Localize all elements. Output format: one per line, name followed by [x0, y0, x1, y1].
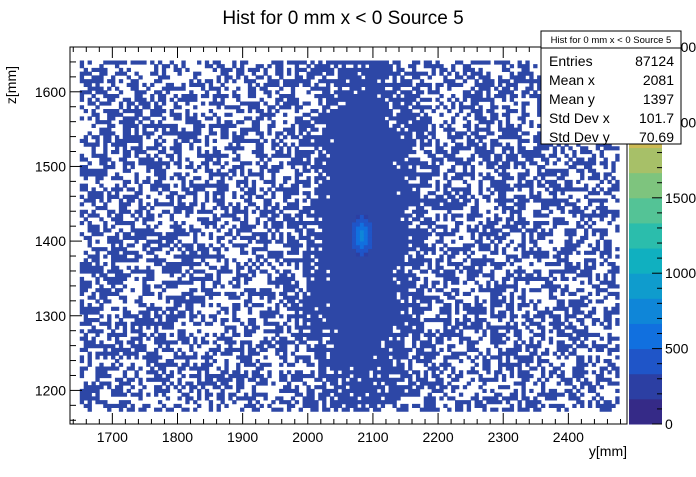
colorbar-tick-label: 500: [665, 341, 689, 357]
histogram-hotspot-bin: [363, 252, 369, 257]
histogram-hotspot-bin: [367, 233, 373, 238]
colorbar-segment: [629, 248, 662, 274]
colorbar-tick-label: 1000: [665, 265, 696, 281]
histogram-hotspot-bin: [363, 214, 369, 220]
colorbar-segment: [629, 348, 662, 375]
histogram-hotspot-bin: [359, 233, 365, 238]
histogram-hotspot-bin: [367, 244, 373, 249]
histogram-hotspot-bin: [367, 222, 373, 227]
y-axis-tick-label: 1300: [35, 308, 66, 324]
x-axis-tick-label: 2100: [357, 429, 388, 445]
plot-axes: 1700 1800 1900 2000 2100 2200 2300 2400 1200 1300…: [35, 46, 628, 445]
histogram-hotspot-bin: [367, 237, 373, 242]
y-axis-tick-label: 1200: [35, 382, 66, 398]
histogram-hotspot-bin: [352, 226, 357, 231]
histogram-hotspot-bin: [359, 229, 365, 235]
stats-row-value: 87124: [635, 53, 674, 69]
colorbar-segment: [629, 172, 662, 199]
x-axis-tick-label: 1800: [162, 429, 193, 445]
histogram-hotspot-bin: [367, 226, 373, 231]
histogram-hotspot-bin: [363, 241, 369, 246]
chart-title: Hist for 0 mm x < 0 Source 5: [222, 8, 463, 29]
stats-row-label: Mean y: [549, 91, 595, 107]
histogram-hotspot-bin: [363, 218, 369, 223]
colorbar-tick-label: 1500: [665, 190, 696, 206]
histogram-hotspot-bin: [355, 248, 361, 253]
x-axis-tick-label: 2400: [553, 429, 584, 445]
histogram-hotspot-bin: [363, 226, 369, 231]
colorbar-segment: [629, 273, 662, 299]
histogram-hotspot-bin: [359, 241, 365, 246]
stats-row-value: 70.69: [639, 129, 674, 145]
y-axis-tick-label: 1600: [35, 84, 66, 100]
histogram-hotspot-bin: [359, 218, 365, 223]
x-axis-tick-label: 1900: [227, 429, 258, 445]
histogram-hotspot-bin: [363, 237, 369, 242]
histogram-hotspot-bin: [359, 226, 365, 231]
histogram-hotspot-bin: [355, 218, 361, 223]
histogram-hotspot-bin: [355, 237, 361, 242]
x-axis-tick-label: 2000: [292, 429, 323, 445]
histogram-hotspot-bin: [352, 237, 357, 242]
colorbar-segment: [629, 222, 662, 249]
stats-row-label: Mean x: [549, 72, 595, 88]
colorbar-segment: [629, 298, 662, 324]
x-axis-tick-label: 1700: [97, 429, 128, 445]
histogram-hotspot-bin: [352, 229, 357, 235]
stats-row-label: Std Dev x: [549, 110, 610, 126]
stats-row-label: Entries: [549, 53, 593, 69]
stats-row-value: 2081: [643, 72, 674, 88]
y-axis-label: z[mm]: [3, 66, 19, 104]
colorbar-segment: [629, 197, 662, 224]
stats-box: Hist for 0 mm x < 0 Source 5 Entries 8712…: [540, 30, 682, 145]
stats-row-label: Std Dev y: [549, 129, 610, 145]
histogram-bins: [79, 60, 620, 412]
stats-row-value: 101.7: [639, 110, 674, 126]
histogram-hotspot-bin: [355, 214, 361, 220]
colorbar-segment: [629, 147, 662, 174]
histogram-hotspot-bin: [359, 237, 365, 242]
histogram-hotspot-bin: [359, 244, 365, 249]
plot-frame: [69, 46, 628, 425]
histogram-hotspot-bin: [352, 222, 357, 227]
histogram-hotspot-bin: [355, 226, 361, 231]
x-axis-tick-label: 2300: [488, 429, 519, 445]
histogram-hotspot-bin: [359, 248, 365, 253]
colorbar-segment: [629, 398, 662, 425]
histogram-hotspot-bin: [359, 252, 365, 257]
histogram-bin-cells: [79, 60, 620, 412]
stats-row-value: 1397: [643, 91, 674, 107]
colorbar-tick-label: 0: [665, 416, 673, 432]
y-axis-tick-label: 1500: [35, 158, 66, 174]
histogram-hotspot-bin: [355, 241, 361, 246]
histogram-hotspot-bin: [359, 214, 365, 220]
histogram-hotspot-bin: [359, 222, 365, 227]
x-axis-tick-label: 2200: [422, 429, 453, 445]
histogram-hotspot-bin: [355, 244, 361, 249]
histogram-hotspot-bin: [363, 222, 369, 227]
histogram-hotspot: [352, 214, 373, 257]
y-axis-tick-label: 1400: [35, 233, 66, 249]
histogram-hotspot-bin: [355, 252, 361, 257]
histogram-hotspot-bin: [352, 244, 357, 249]
histogram-hotspot-bin: [352, 241, 357, 246]
colorbar-segment: [629, 373, 662, 400]
x-axis-label: y[mm]: [589, 443, 627, 459]
histogram-hotspot-bin: [363, 233, 369, 238]
stats-box-frame: [540, 30, 682, 145]
histogram-hotspot-bin: [355, 229, 361, 235]
colorbar-segment: [629, 323, 662, 350]
histogram-hotspot-bin: [352, 233, 357, 238]
stats-box-title: Hist for 0 mm x < 0 Source 5: [551, 35, 672, 46]
histogram-hotspot-bin: [363, 248, 369, 253]
histogram-hotspot-bin: [363, 229, 369, 235]
histogram-hotspot-bin: [355, 222, 361, 227]
histogram-hotspot-bin: [363, 244, 369, 249]
histogram-hotspot-bin: [355, 233, 361, 238]
histogram-hotspot-bin: [367, 229, 373, 235]
histogram-hotspot-bin: [367, 241, 373, 246]
